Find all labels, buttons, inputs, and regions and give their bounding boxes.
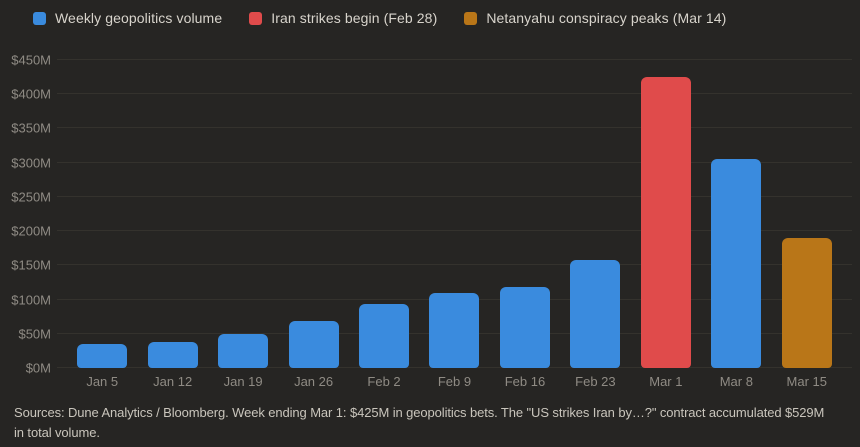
- gridline-300m: [57, 161, 852, 163]
- bar-cell-mar-8: [701, 60, 771, 368]
- y-axis-tick-label-50m: $50M: [18, 326, 51, 342]
- x-axis-label-mar-15: Mar 15: [786, 374, 827, 389]
- y-axis-tick-label-450m: $450M: [11, 52, 51, 68]
- bar-jan-5: [77, 344, 128, 368]
- bar-cell-feb-16: [490, 60, 560, 368]
- x-axis-label-jan-5: Jan 5: [86, 374, 119, 389]
- bar-cell-feb-9: [419, 60, 489, 368]
- bar-mar-8: [711, 159, 762, 368]
- red-square-icon: [249, 11, 263, 25]
- blue-square-icon: [33, 11, 46, 25]
- bar-jan-26: [288, 321, 339, 368]
- legend-item-weekly-geopolitics: Weekly geopolitics volume: [33, 10, 222, 26]
- bars-row: [57, 60, 852, 368]
- legend-label: Netanyahu conspiracy peaks (Mar 14): [486, 10, 727, 26]
- bar-cell-feb-2: [349, 60, 419, 368]
- y-axis-tick-label-150m: $150M: [11, 257, 51, 273]
- x-axis-label-feb-16: Feb 16: [504, 374, 546, 389]
- gridline-200m: [57, 230, 852, 232]
- bar-feb-23: [570, 259, 621, 368]
- plot-area: $0M $50M $100M $150M $200M $250M $300M $350M $40…: [11, 53, 852, 376]
- y-axis-tick-label-300m: $300M: [11, 155, 51, 171]
- footer-sources-text: Sources: Dune Analytics / Bloomberg. Wee…: [14, 405, 825, 440]
- gridline-150m: [57, 264, 852, 266]
- gridline-350m: [57, 127, 852, 129]
- orange-square-icon: [464, 11, 478, 25]
- bar-mar-15: [781, 237, 832, 368]
- bar-cell-mar-15: [772, 60, 842, 368]
- bar-cell-jan-5: [67, 60, 137, 368]
- bar-cell-feb-23: [560, 60, 630, 368]
- y-axis-tick-label-400m: $400M: [11, 86, 51, 102]
- x-axis-labels: Jan 5 Jan 12 Jan 19 Jan 26 Feb 2 Feb 9 Feb 16 F…: [57, 374, 852, 389]
- y-axis-tick-label-100m: $100M: [11, 292, 51, 308]
- x-axis-label-mar-1: Mar 1: [649, 374, 683, 389]
- y-axis-tick-label-0m: $0M: [25, 360, 51, 376]
- bar-cell-jan-26: [278, 60, 348, 368]
- x-axis-label-jan-19: Jan 19: [223, 374, 263, 389]
- legend-item-iran-strikes: Iran strikes begin (Feb 28): [249, 10, 437, 26]
- bar-mar-1: [640, 77, 691, 368]
- gridline-450m: [57, 59, 852, 60]
- x-axis-label-jan-26: Jan 26: [294, 374, 334, 389]
- bar-jan-19: [218, 333, 269, 368]
- gridline-400m: [57, 93, 852, 95]
- x-axis-label-feb-2: Feb 2: [367, 374, 401, 389]
- x-axis-label-feb-9: Feb 9: [437, 374, 472, 389]
- legend-item-netanyahu-conspiracy: Netanyahu conspiracy peaks (Mar 14): [464, 10, 726, 26]
- bar-feb-16: [499, 287, 550, 368]
- legend: Weekly geopolitics volume Iran strikes be…: [33, 10, 726, 26]
- y-axis-tick-label-250m: $250M: [11, 189, 51, 205]
- x-axis-label-jan-12: Jan 12: [153, 374, 193, 389]
- y-axis-tick-label-200m: $200M: [11, 223, 51, 239]
- gridline-250m: [57, 195, 852, 197]
- bar-cell-jan-12: [137, 60, 207, 368]
- x-axis-label-feb-23: Feb 23: [575, 374, 616, 389]
- bar-feb-9: [429, 292, 480, 368]
- bar-cell-jan-19: [208, 60, 278, 368]
- bar-cell-mar-1: [631, 60, 701, 368]
- legend-label: Iran strikes begin (Feb 28): [271, 10, 438, 26]
- x-axis-label-mar-8: Mar 8: [719, 374, 753, 389]
- legend-label: Weekly geopolitics volume: [55, 10, 223, 26]
- y-axis-tick-label-350m: $350M: [11, 120, 51, 136]
- bar-jan-12: [147, 342, 198, 368]
- bar-feb-2: [359, 303, 410, 368]
